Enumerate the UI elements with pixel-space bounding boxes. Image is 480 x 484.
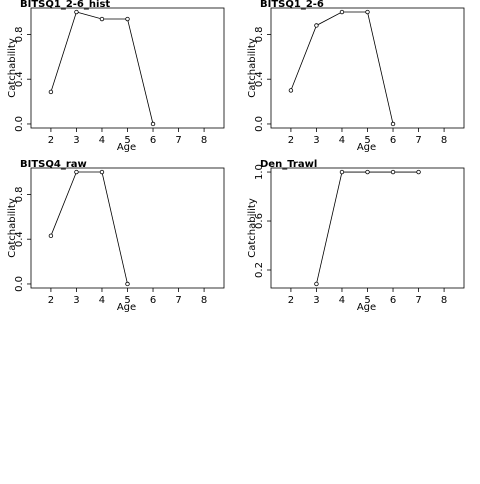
x-tick-label: 6 bbox=[150, 295, 156, 306]
panel-title: BITSQ4_raw bbox=[20, 159, 87, 170]
y-axis-label: Catchability bbox=[7, 38, 18, 98]
x-tick-label: 5 bbox=[364, 135, 370, 146]
x-tick-label: 4 bbox=[99, 295, 105, 306]
y-tick-label: 0.4 bbox=[14, 71, 25, 87]
x-tick-label: 2 bbox=[288, 295, 294, 306]
data-point bbox=[365, 169, 370, 175]
x-tick-label: 3 bbox=[313, 295, 319, 306]
data-line bbox=[50, 171, 128, 285]
x-tick-label: 7 bbox=[415, 135, 421, 146]
y-tick-label: 0.0 bbox=[14, 116, 25, 132]
data-line bbox=[290, 11, 394, 125]
data-point bbox=[150, 121, 156, 127]
data-point bbox=[99, 16, 105, 22]
plot-box bbox=[270, 167, 465, 289]
x-tick-label: 5 bbox=[124, 135, 130, 146]
y-tick-label: 0.0 bbox=[14, 276, 25, 292]
y-axis-label: Catchability bbox=[247, 38, 258, 98]
x-tick-label: 4 bbox=[339, 135, 345, 146]
x-axis-label: Age bbox=[117, 142, 136, 153]
data-point bbox=[339, 9, 345, 15]
x-tick-label: 2 bbox=[288, 135, 294, 146]
x-tick-label: 6 bbox=[390, 295, 396, 306]
data-point bbox=[339, 169, 345, 175]
x-tick-label: 5 bbox=[364, 295, 370, 306]
data-point bbox=[390, 121, 396, 127]
data-point bbox=[99, 169, 105, 175]
x-tick-label: 3 bbox=[73, 295, 79, 306]
x-tick-label: 5 bbox=[124, 295, 130, 306]
data-point bbox=[288, 88, 294, 93]
x-tick-label: 8 bbox=[441, 135, 447, 146]
x-tick-label: 6 bbox=[150, 135, 156, 146]
x-tick-label: 6 bbox=[390, 135, 396, 146]
x-tick-label: 8 bbox=[201, 135, 207, 146]
x-tick-label: 4 bbox=[99, 135, 105, 146]
panel-title: Den_Trawl bbox=[260, 159, 317, 170]
x-tick-label: 4 bbox=[339, 295, 345, 306]
y-tick-label: 0.0 bbox=[254, 116, 265, 132]
y-tick-label: 0.8 bbox=[254, 26, 265, 42]
x-axis-label: Age bbox=[357, 142, 376, 153]
y-tick-label: 0.8 bbox=[14, 186, 25, 202]
data-line bbox=[50, 11, 154, 125]
y-axis-label: Catchability bbox=[247, 198, 258, 258]
y-tick-label: 0.2 bbox=[254, 262, 265, 278]
y-tick-label: 0.4 bbox=[14, 231, 25, 247]
data-point bbox=[365, 9, 370, 15]
data-point bbox=[74, 9, 79, 15]
x-tick-label: 2 bbox=[48, 135, 54, 146]
x-tick-label: 2 bbox=[48, 295, 54, 306]
data-point bbox=[390, 169, 396, 175]
y-tick-label: 1.0 bbox=[254, 164, 265, 180]
data-point bbox=[416, 169, 421, 175]
data-point bbox=[314, 281, 319, 287]
x-tick-label: 3 bbox=[73, 135, 79, 146]
x-axis-label: Age bbox=[357, 302, 376, 313]
plot-box bbox=[30, 7, 225, 129]
plot-box bbox=[30, 167, 225, 289]
x-tick-label: 8 bbox=[201, 295, 207, 306]
data-point bbox=[314, 23, 319, 28]
data-line bbox=[316, 171, 419, 285]
x-tick-label: 7 bbox=[175, 135, 181, 146]
panel-title: BITSQ1_2-6 bbox=[260, 0, 324, 10]
y-tick-label: 0.4 bbox=[254, 71, 265, 87]
y-tick-label: 0.6 bbox=[254, 213, 265, 229]
data-point bbox=[74, 169, 79, 175]
data-point bbox=[48, 89, 54, 95]
x-axis-label: Age bbox=[117, 302, 136, 313]
y-axis-label: Catchability bbox=[7, 198, 18, 258]
x-tick-label: 7 bbox=[175, 295, 181, 306]
x-tick-label: 8 bbox=[441, 295, 447, 306]
x-tick-label: 3 bbox=[313, 135, 319, 146]
data-point bbox=[48, 233, 54, 239]
panel-title: BITSQ1_2-6_hist bbox=[20, 0, 110, 10]
data-point bbox=[125, 16, 130, 22]
y-tick-label: 0.8 bbox=[14, 26, 25, 42]
x-tick-label: 7 bbox=[415, 295, 421, 306]
data-point bbox=[125, 281, 130, 287]
